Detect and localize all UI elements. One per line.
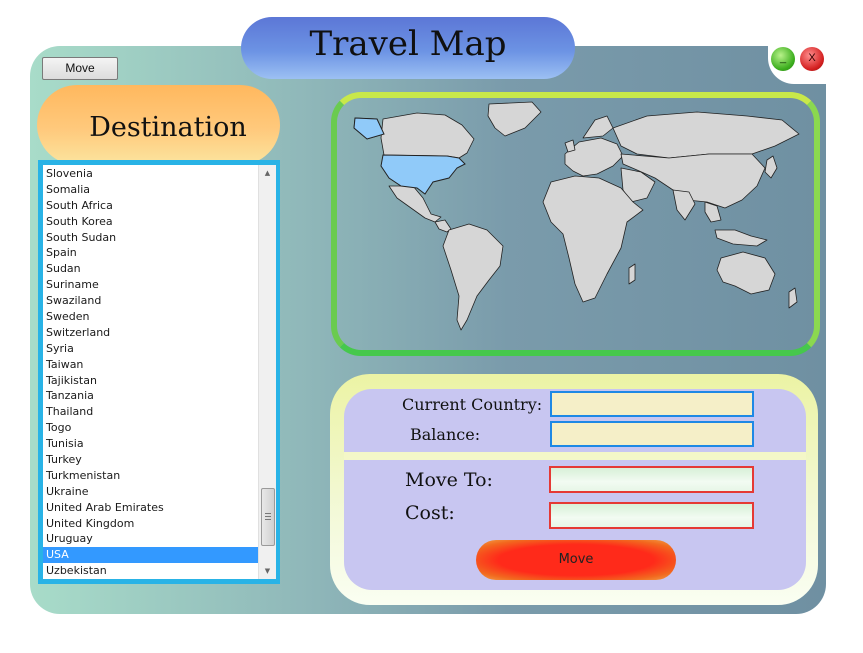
list-item[interactable]: Slovenia — [46, 167, 93, 180]
country-africa — [542, 175, 644, 303]
destination-list[interactable]: Slovenia Somalia South Africa South Korea So… — [43, 165, 258, 579]
list-item[interactable]: Tajikistan — [46, 373, 97, 387]
current-country-label: Current Country: — [402, 395, 543, 414]
move-to-field[interactable] — [549, 466, 754, 493]
country-japan — [764, 155, 778, 179]
list-item[interactable]: Turkmenistan — [46, 468, 121, 482]
grip-line — [265, 513, 271, 514]
country-greenland — [487, 101, 542, 137]
world-map[interactable] — [337, 98, 814, 350]
cost-label: Cost: — [405, 502, 455, 524]
country-australia — [716, 251, 776, 295]
list-item[interactable]: South Sudan — [46, 230, 117, 244]
country-new-zealand — [788, 287, 798, 309]
list-item[interactable]: Ukraine — [46, 484, 89, 498]
list-item[interactable]: Swaziland — [46, 294, 102, 308]
list-item[interactable]: Uruguay — [46, 532, 93, 546]
list-item[interactable]: Suriname — [46, 278, 99, 292]
country-asia — [620, 153, 766, 209]
country-southeast-asia — [704, 201, 722, 223]
country-scandinavia — [582, 115, 614, 139]
country-uk — [564, 139, 576, 153]
move-to-label: Move To: — [405, 469, 493, 491]
minimize-button[interactable]: _ — [771, 47, 795, 71]
list-item[interactable]: Turkey — [46, 453, 82, 467]
list-item[interactable]: Togo — [46, 421, 72, 435]
list-item[interactable]: United Arab Emirates — [46, 500, 164, 514]
list-item[interactable]: United Kingdom — [46, 516, 135, 530]
scroll-down-icon[interactable]: ▼ — [264, 567, 271, 575]
close-button[interactable]: X — [800, 47, 824, 71]
country-south-america — [442, 223, 504, 331]
destination-header — [37, 85, 280, 165]
window-title: Travel Map — [309, 24, 507, 64]
list-item[interactable]: Syria — [46, 341, 74, 355]
country-madagascar — [628, 263, 636, 285]
list-item[interactable]: Sudan — [46, 262, 81, 276]
balance-label: Balance: — [410, 425, 481, 444]
country-canada — [380, 112, 475, 159]
move-button[interactable]: Move — [476, 540, 676, 580]
current-country-field[interactable] — [550, 391, 754, 417]
country-usa-alaska — [353, 117, 385, 140]
panel-divider — [344, 452, 806, 460]
title-tab — [241, 17, 575, 79]
list-item[interactable]: Sweden — [46, 310, 90, 324]
list-item[interactable]: Tunisia — [46, 437, 84, 451]
list-item[interactable]: South Korea — [46, 214, 113, 228]
country-mexico — [388, 185, 442, 223]
country-europe — [564, 137, 624, 177]
list-item[interactable]: Taiwan — [46, 357, 84, 371]
list-item[interactable]: Uzbekistan — [46, 564, 107, 578]
list-item[interactable]: Switzerland — [46, 325, 111, 339]
grip-line — [265, 519, 271, 520]
list-item[interactable]: Somalia — [46, 182, 91, 196]
destination-title: Destination — [89, 112, 247, 143]
grip-line — [265, 516, 271, 517]
country-usa — [380, 154, 466, 195]
list-item[interactable]: Tanzania — [46, 389, 94, 403]
country-indonesia — [714, 229, 768, 247]
list-item[interactable]: Spain — [46, 246, 77, 260]
cost-field[interactable] — [549, 502, 754, 529]
scroll-thumb[interactable] — [261, 488, 275, 546]
list-scrollbar[interactable]: ▲ ▼ — [258, 165, 276, 579]
list-item[interactable]: Thailand — [46, 405, 94, 419]
balance-field[interactable] — [550, 421, 754, 447]
list-item[interactable]: South Africa — [46, 198, 113, 212]
window-move-button[interactable]: Move — [42, 57, 118, 80]
country-russia — [612, 111, 800, 159]
scroll-up-icon[interactable]: ▲ — [264, 169, 271, 177]
list-item[interactable]: USA — [43, 547, 258, 564]
country-india — [672, 189, 696, 221]
map-frame — [331, 92, 820, 356]
